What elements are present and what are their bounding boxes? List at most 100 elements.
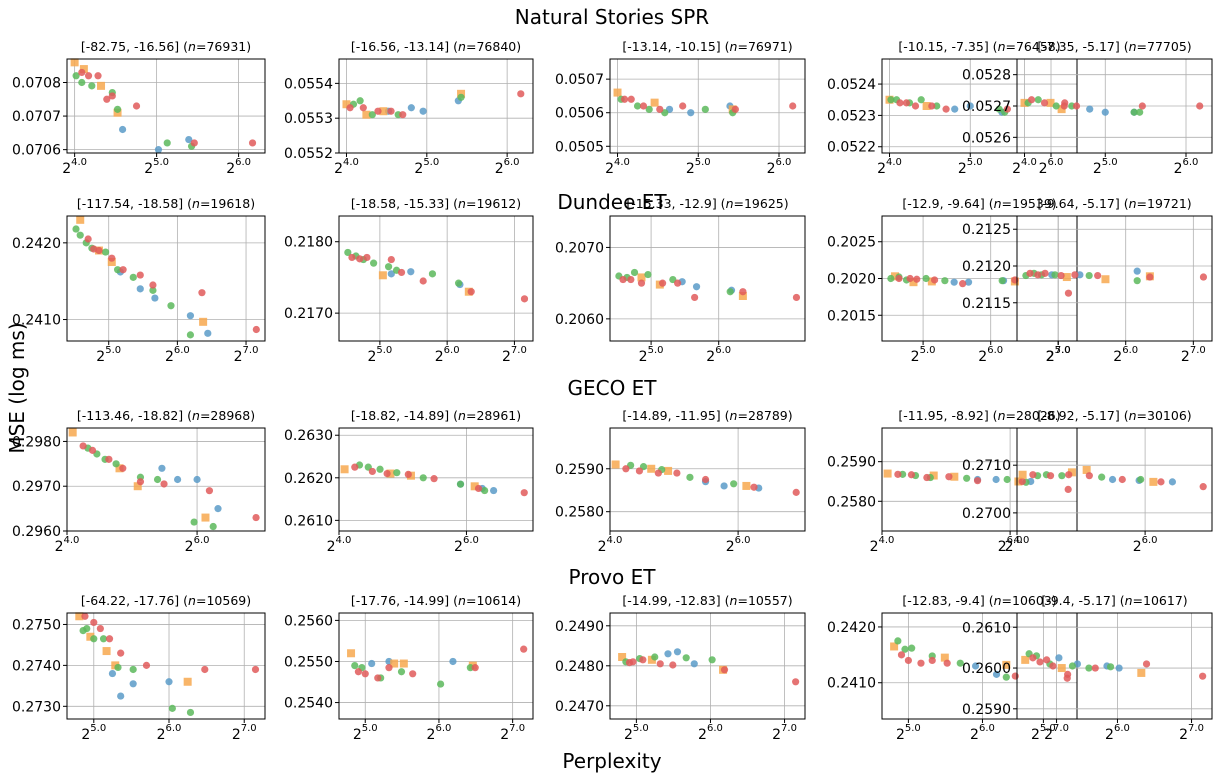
tick-label-y: 0.0553: [284, 111, 333, 127]
tick-label-x-exponent: 7.0: [1053, 723, 1069, 734]
tick-label-y: 0.2730: [12, 699, 61, 715]
tick-label-x: 26.0: [998, 535, 1023, 555]
point-blue: [690, 660, 698, 668]
point-red: [739, 288, 747, 296]
point-green: [1136, 108, 1144, 116]
panel-title: [-16.56, -13.14] (n=76840): [351, 39, 521, 54]
point-green: [701, 105, 709, 113]
tick-label-x-exponent: 6.0: [435, 723, 451, 734]
tick-label-x: 26.0: [185, 535, 210, 555]
tick-label-x-exponent: 5.0: [153, 157, 169, 168]
panel-title: [-13.14, -10.15] (n=76971): [622, 39, 792, 54]
panel-title-bin: [-113.46, -18.82] (: [77, 408, 192, 423]
tick-label-x-exponent: 7.0: [241, 723, 257, 734]
tick-label-x: 25.0: [624, 723, 649, 743]
point-red: [1011, 672, 1019, 680]
point-red: [419, 277, 427, 285]
point-green: [1003, 475, 1011, 484]
point-green: [633, 102, 642, 110]
point-red: [1034, 271, 1042, 279]
point-red: [205, 487, 214, 495]
tick-label-x-base: 2: [157, 727, 166, 743]
tick-label-x-exponent: 7.0: [509, 723, 525, 734]
tick-label-y: 0.2630: [284, 428, 333, 444]
tick-label-x: 25.0: [686, 157, 711, 177]
tick-label-x-base: 2: [896, 727, 905, 743]
panel-title-n-symbol: n: [458, 39, 466, 54]
tick-label-x-exponent: 4.0: [886, 157, 902, 168]
point-orange: [650, 98, 659, 107]
tick-label-x-exponent: 4.0: [336, 535, 352, 546]
tick-label-x-exponent: 6.0: [715, 345, 731, 356]
point-red: [387, 255, 395, 264]
tick-label-x-exponent: 6.0: [1142, 535, 1158, 546]
point-blue: [687, 109, 695, 117]
point-orange: [102, 647, 111, 656]
panel-title: [-12.83, -9.4] (n=10603): [902, 593, 1056, 608]
tick-label-x-exponent: 4.0: [1021, 157, 1037, 168]
panel-title: [-12.9, -9.64] (n=19539): [902, 196, 1056, 211]
point-red: [78, 68, 86, 77]
point-green: [1137, 475, 1145, 484]
tick-label-y: 0.0507: [555, 72, 604, 88]
panel-title-count: =10603): [1002, 593, 1057, 608]
panel-title-count: =10614): [466, 593, 521, 608]
point-red: [907, 471, 916, 479]
panel-title-bin: [-18.58, -15.33] (: [351, 196, 458, 211]
point-blue: [1086, 105, 1094, 113]
point-red: [201, 665, 209, 674]
point-green: [101, 248, 110, 256]
point-red: [928, 102, 936, 110]
tick-label-y: 0.2420: [827, 620, 876, 636]
tick-label-x-base: 2: [454, 539, 463, 555]
point-blue: [992, 475, 1000, 484]
tick-label-y: 0.0528: [962, 68, 1011, 84]
panel-title-count: =19625): [734, 196, 789, 211]
point-red: [374, 107, 382, 115]
panel-title-bin: [-17.76, -14.99] (: [351, 593, 458, 608]
point-green: [1034, 96, 1042, 104]
point-blue: [950, 278, 958, 286]
point-red: [363, 253, 371, 262]
panel-title-n-symbol: n: [726, 196, 734, 211]
axes-frame: [609, 427, 806, 532]
point-green: [917, 96, 925, 104]
tick-label-x-base: 2: [1046, 349, 1055, 365]
point-red: [1040, 99, 1049, 107]
tick-label-x: 25.0: [639, 345, 664, 365]
point-blue: [673, 648, 682, 656]
tick-label-y: 0.2740: [12, 658, 61, 674]
tick-label-x: 24.0: [55, 535, 80, 555]
point-blue: [951, 105, 959, 113]
point-blue: [158, 464, 166, 472]
panel-title: [-113.46, -18.82] (n=28968): [77, 408, 255, 423]
tick-label-x-exponent: 7.0: [511, 345, 527, 356]
point-red: [1142, 660, 1151, 668]
point-red: [119, 266, 127, 274]
panel-title: [-18.58, -15.33] (n=19612): [351, 196, 521, 211]
tick-label-x: 26.0: [165, 345, 190, 365]
point-red: [409, 670, 417, 678]
tick-label-x-base: 2: [232, 727, 241, 743]
tick-label-x-base: 2: [414, 161, 423, 177]
point-orange: [340, 465, 349, 474]
point-green: [72, 72, 80, 80]
y-axis-label: MSE (log ms): [5, 322, 29, 453]
row-title-dundee: Dundee ET: [557, 190, 667, 214]
tick-label-x: 25.0: [1031, 723, 1056, 743]
tick-label-x-base: 2: [1093, 161, 1102, 177]
panel-title-count: =76971): [737, 39, 792, 54]
tick-label-x-exponent: 5.0: [105, 345, 121, 356]
tick-label-x-base: 2: [639, 349, 648, 365]
panel-title-bin: [-10.15, -7.35] (: [898, 39, 997, 54]
tick-label-y: 0.0707: [12, 109, 61, 125]
point-red: [354, 668, 362, 676]
tick-label-x: 27.0: [1046, 345, 1071, 365]
point-orange: [1018, 470, 1027, 479]
tick-label-x: 25.0: [896, 723, 921, 743]
panel-title-bin: [-82.75, -16.56] (: [81, 39, 188, 54]
point-green: [129, 273, 137, 281]
point-orange: [909, 278, 918, 287]
point-blue: [1168, 478, 1177, 486]
tick-label-x-exponent: 6.0: [504, 157, 520, 168]
